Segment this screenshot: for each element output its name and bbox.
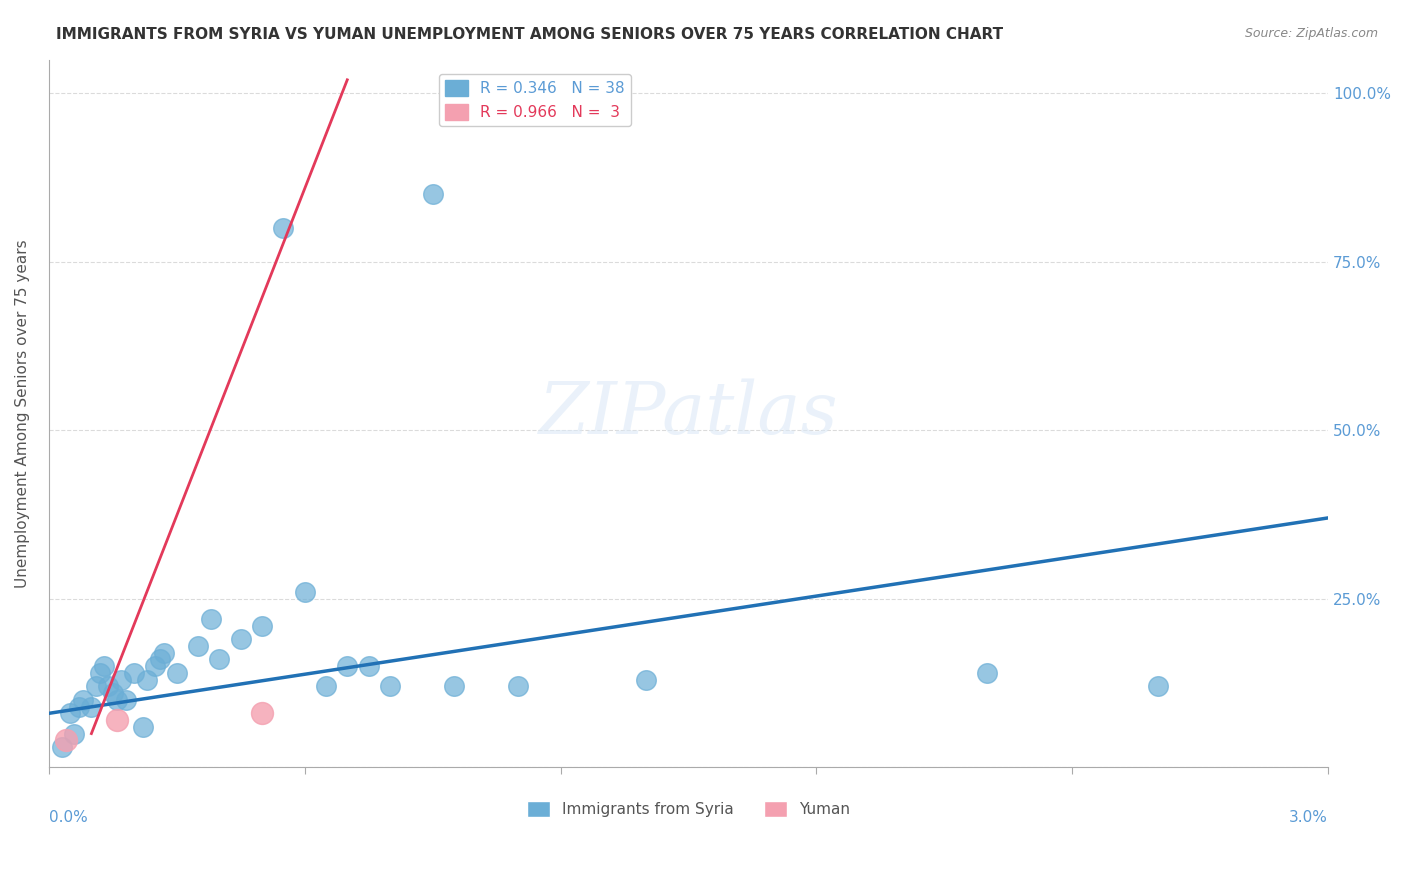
Point: [200, 612, 222, 626]
Point: [271, 221, 294, 235]
Text: 3.0%: 3.0%: [1289, 810, 1329, 825]
Text: Source: ZipAtlas.com: Source: ZipAtlas.com: [1244, 27, 1378, 40]
Point: [422, 187, 444, 202]
Point: [105, 713, 128, 727]
Point: [378, 679, 401, 693]
Point: [145, 659, 167, 673]
Text: 0.0%: 0.0%: [49, 810, 87, 825]
Point: [93, 659, 115, 673]
Point: [149, 652, 172, 666]
Point: [122, 665, 145, 680]
Point: [80, 699, 103, 714]
Point: [131, 720, 153, 734]
Point: [187, 639, 209, 653]
Point: [72, 693, 94, 707]
Point: [208, 652, 231, 666]
Y-axis label: Unemployment Among Seniors over 75 years: Unemployment Among Seniors over 75 years: [15, 239, 30, 588]
Point: [357, 659, 380, 673]
Point: [110, 673, 132, 687]
Point: [506, 679, 529, 693]
Point: [55, 733, 77, 747]
Text: ZIPatlas: ZIPatlas: [538, 378, 838, 449]
Point: [153, 646, 176, 660]
Point: [97, 679, 120, 693]
Point: [976, 665, 998, 680]
Point: [166, 665, 188, 680]
Legend: Immigrants from Syria, Yuman: Immigrants from Syria, Yuman: [520, 795, 856, 823]
Point: [250, 706, 273, 721]
Point: [101, 686, 124, 700]
Point: [336, 659, 359, 673]
Point: [114, 693, 136, 707]
Point: [89, 665, 111, 680]
Point: [250, 618, 273, 632]
Point: [135, 673, 157, 687]
Point: [443, 679, 465, 693]
Point: [63, 726, 86, 740]
Point: [1146, 679, 1168, 693]
Point: [105, 693, 128, 707]
Point: [634, 673, 657, 687]
Point: [67, 699, 90, 714]
Point: [51, 740, 73, 755]
Text: IMMIGRANTS FROM SYRIA VS YUMAN UNEMPLOYMENT AMONG SENIORS OVER 75 YEARS CORRELAT: IMMIGRANTS FROM SYRIA VS YUMAN UNEMPLOYM…: [56, 27, 1004, 42]
Point: [294, 585, 316, 599]
Point: [315, 679, 337, 693]
Point: [229, 632, 252, 647]
Point: [59, 706, 82, 721]
Point: [84, 679, 107, 693]
